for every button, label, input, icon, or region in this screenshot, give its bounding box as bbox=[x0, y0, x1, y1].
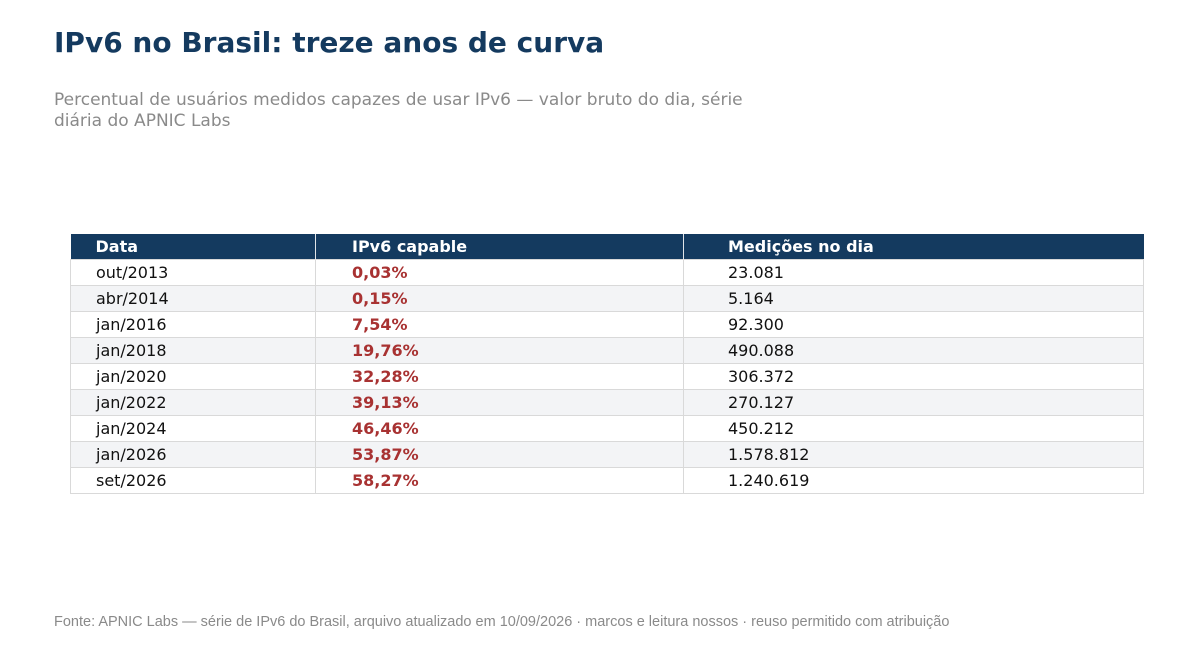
measurements-cell: 92.300 bbox=[683, 311, 1144, 338]
ipv6-capable-cell: 19,76% bbox=[315, 337, 684, 364]
date-cell: jan/2024 bbox=[70, 415, 316, 442]
date-cell: jan/2016 bbox=[70, 311, 316, 338]
column-header-date: Data bbox=[70, 234, 316, 260]
ipv6-capable-cell: 32,28% bbox=[315, 363, 684, 390]
measurements-cell: 1.240.619 bbox=[683, 467, 1144, 494]
measurements-cell: 5.164 bbox=[683, 285, 1144, 312]
table-row: jan/2022 39,13% 270.127 bbox=[70, 389, 1144, 416]
date-cell: jan/2020 bbox=[70, 363, 316, 390]
ipv6-capable-cell: 46,46% bbox=[315, 415, 684, 442]
date-cell: jan/2018 bbox=[70, 337, 316, 364]
date-cell: jan/2026 bbox=[70, 441, 316, 468]
table-row: abr/2014 0,15% 5.164 bbox=[70, 285, 1144, 312]
table-header-row: Data IPv6 capable Medições no dia bbox=[70, 234, 1144, 260]
ipv6-capable-cell: 58,27% bbox=[315, 467, 684, 494]
page-subtitle: Percentual de usuários medidos capazes d… bbox=[54, 90, 743, 131]
date-cell: set/2026 bbox=[70, 467, 316, 494]
ipv6-data-table: Data IPv6 capable Medições no dia out/20… bbox=[70, 234, 1144, 494]
measurements-cell: 270.127 bbox=[683, 389, 1144, 416]
page-title: IPv6 no Brasil: treze anos de curva bbox=[54, 26, 605, 59]
table-row: jan/2016 7,54% 92.300 bbox=[70, 311, 1144, 338]
source-footer: Fonte: APNIC Labs — série de IPv6 do Bra… bbox=[54, 614, 950, 630]
table-row: set/2026 58,27% 1.240.619 bbox=[70, 467, 1144, 494]
ipv6-capable-cell: 7,54% bbox=[315, 311, 684, 338]
ipv6-capable-cell: 39,13% bbox=[315, 389, 684, 416]
date-cell: jan/2022 bbox=[70, 389, 316, 416]
table-row: out/2013 0,03% 23.081 bbox=[70, 259, 1144, 286]
ipv6-capable-cell: 0,03% bbox=[315, 259, 684, 286]
data-table-container: Data IPv6 capable Medições no dia out/20… bbox=[70, 234, 1144, 494]
ipv6-capable-cell: 53,87% bbox=[315, 441, 684, 468]
date-cell: out/2013 bbox=[70, 259, 316, 286]
measurements-cell: 306.372 bbox=[683, 363, 1144, 390]
table-row: jan/2026 53,87% 1.578.812 bbox=[70, 441, 1144, 468]
ipv6-capable-cell: 0,15% bbox=[315, 285, 684, 312]
measurements-cell: 23.081 bbox=[683, 259, 1144, 286]
table-body: out/2013 0,03% 23.081 abr/2014 0,15% 5.164 jan… bbox=[70, 259, 1144, 494]
measurements-cell: 1.578.812 bbox=[683, 441, 1144, 468]
measurements-cell: 490.088 bbox=[683, 337, 1144, 364]
measurements-cell: 450.212 bbox=[683, 415, 1144, 442]
table-row: jan/2024 46,46% 450.212 bbox=[70, 415, 1144, 442]
column-header-measurements: Medições no dia bbox=[683, 234, 1144, 260]
table-row: jan/2018 19,76% 490.088 bbox=[70, 337, 1144, 364]
column-header-ipv6-capable: IPv6 capable bbox=[315, 234, 684, 260]
date-cell: abr/2014 bbox=[70, 285, 316, 312]
table-row: jan/2020 32,28% 306.372 bbox=[70, 363, 1144, 390]
